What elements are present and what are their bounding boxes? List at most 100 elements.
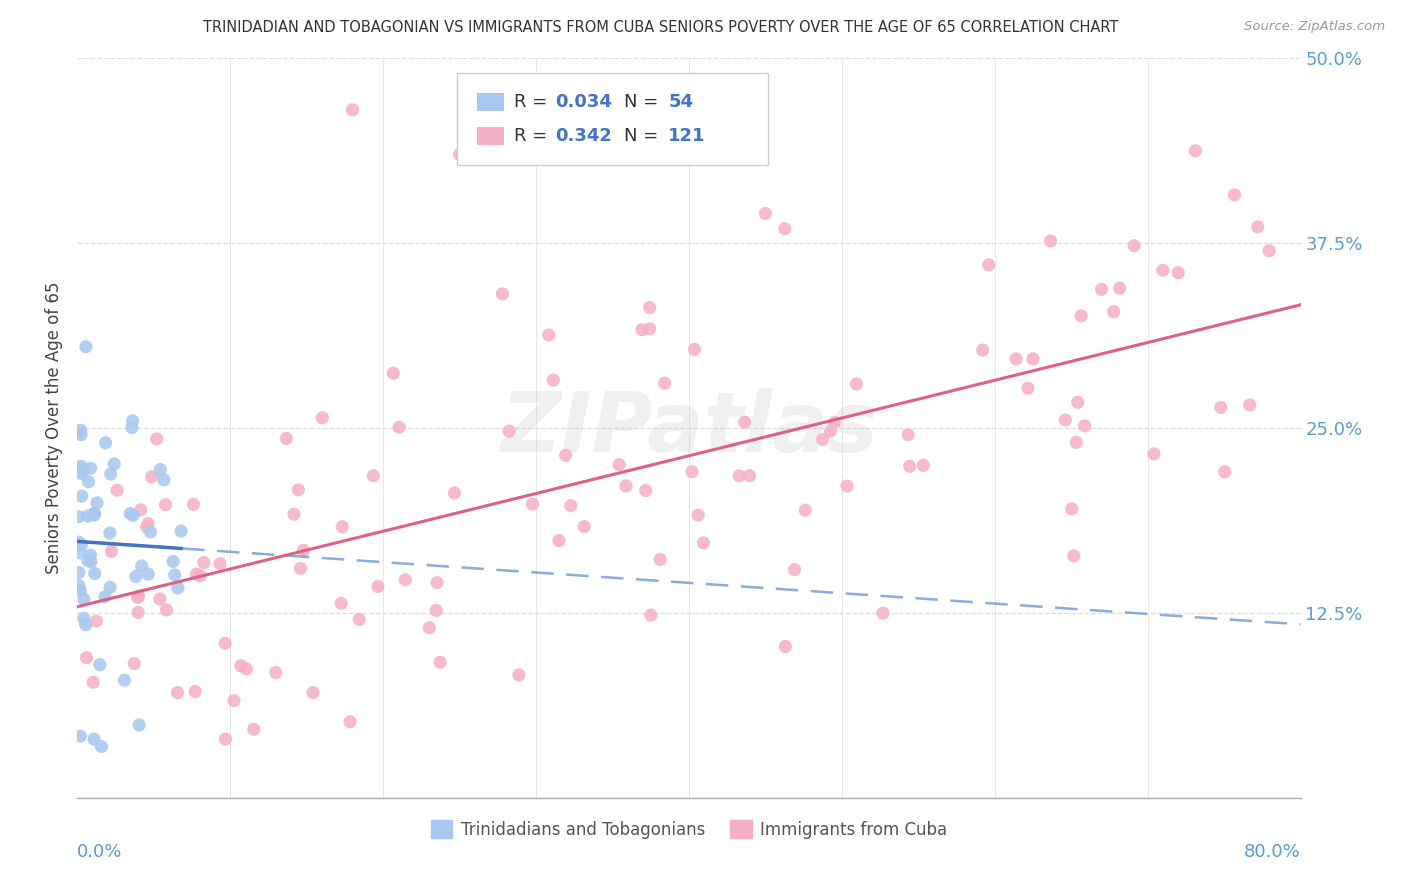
Point: [1123, 238, 1146, 252]
Point: [72, 463, 94, 477]
Point: [811, 433, 834, 447]
Point: [67, 578, 90, 592]
Point: [543, 373, 565, 387]
Point: [1066, 435, 1088, 450]
Point: [94, 435, 117, 450]
Point: [734, 415, 756, 429]
Point: [425, 603, 447, 617]
Point: [243, 723, 266, 737]
Point: [631, 323, 654, 337]
Point: [1005, 351, 1028, 366]
Point: [214, 636, 236, 650]
Point: [83, 732, 105, 747]
Point: [688, 508, 710, 522]
Point: [1039, 234, 1062, 248]
Point: [302, 685, 325, 699]
Point: [83, 507, 105, 521]
Point: [155, 498, 177, 512]
Point: [235, 662, 257, 676]
Point: [276, 432, 298, 446]
Point: [638, 301, 661, 315]
Text: 80.0%: 80.0%: [1244, 843, 1301, 861]
Text: 0.0%: 0.0%: [77, 843, 122, 861]
Text: N =: N =: [624, 128, 664, 145]
Point: [114, 673, 136, 688]
Point: [73, 611, 96, 625]
Point: [136, 567, 159, 582]
Point: [560, 499, 582, 513]
Point: [977, 258, 1000, 272]
Point: [80, 554, 103, 568]
Point: [155, 603, 177, 617]
Text: TRINIDADIAN AND TOBAGONIAN VS IMMIGRANTS FROM CUBA SENIORS POVERTY OVER THE AGE : TRINIDADIAN AND TOBAGONIAN VS IMMIGRANTS…: [202, 20, 1119, 35]
Point: [650, 552, 672, 566]
Point: [105, 483, 128, 498]
Point: [491, 286, 513, 301]
Point: [1223, 188, 1246, 202]
Text: 121: 121: [668, 128, 706, 145]
Text: Source: ZipAtlas.com: Source: ZipAtlas.com: [1244, 20, 1385, 33]
Point: [349, 612, 371, 626]
Point: [363, 468, 385, 483]
Point: [1063, 549, 1085, 563]
Point: [443, 486, 465, 500]
Point: [125, 569, 148, 583]
FancyBboxPatch shape: [457, 73, 769, 165]
Point: [1152, 263, 1174, 277]
Point: [1247, 219, 1270, 234]
Point: [548, 533, 571, 548]
Point: [382, 366, 405, 380]
Point: [98, 580, 121, 594]
Point: [139, 524, 162, 539]
Point: [122, 508, 145, 523]
Point: [367, 580, 389, 594]
Point: [186, 567, 208, 582]
Point: [163, 568, 186, 582]
Point: [537, 328, 560, 343]
Point: [1184, 144, 1206, 158]
Point: [69, 583, 91, 598]
Point: [69, 546, 91, 560]
Point: [783, 563, 806, 577]
Point: [89, 657, 111, 672]
Point: [75, 340, 97, 354]
Text: 54: 54: [668, 94, 693, 112]
Point: [292, 543, 315, 558]
Y-axis label: Seniors Poverty Over the Age of 65: Seniors Poverty Over the Age of 65: [45, 282, 63, 574]
Point: [79, 548, 101, 562]
Point: [86, 496, 108, 510]
Point: [127, 591, 149, 605]
Point: [67, 566, 90, 580]
Point: [149, 462, 172, 476]
Text: 0.034: 0.034: [555, 94, 613, 112]
Point: [77, 475, 100, 489]
Point: [823, 416, 845, 430]
Point: [69, 729, 91, 743]
Point: [418, 621, 440, 635]
Point: [209, 557, 232, 571]
Point: [70, 489, 93, 503]
Point: [153, 473, 176, 487]
Point: [170, 524, 193, 538]
Point: [522, 497, 544, 511]
Text: R =: R =: [515, 94, 553, 112]
FancyBboxPatch shape: [477, 128, 505, 145]
Text: 0.342: 0.342: [555, 128, 613, 145]
Point: [607, 458, 630, 472]
Point: [912, 458, 935, 473]
Point: [76, 650, 98, 665]
Point: [167, 581, 190, 595]
Text: N =: N =: [624, 94, 664, 112]
Point: [394, 573, 416, 587]
Point: [193, 556, 215, 570]
Point: [1258, 244, 1281, 258]
Point: [183, 498, 205, 512]
Point: [75, 617, 97, 632]
Point: [70, 427, 93, 442]
Point: [634, 483, 657, 498]
Point: [614, 479, 637, 493]
Point: [754, 206, 776, 220]
Point: [1213, 465, 1236, 479]
Point: [820, 425, 842, 439]
Point: [128, 589, 150, 603]
